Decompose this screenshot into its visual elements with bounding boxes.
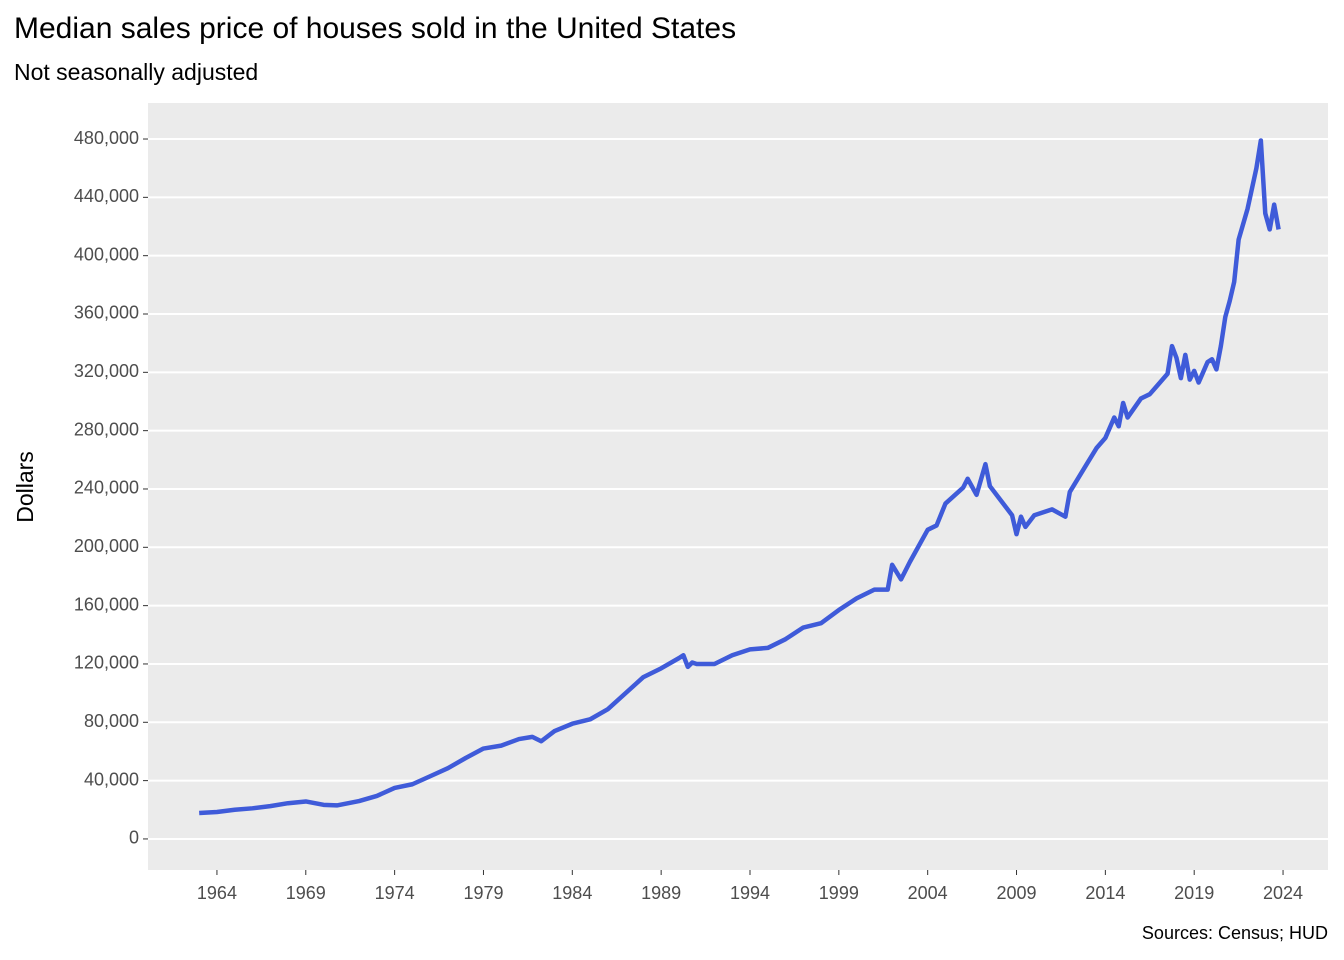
chart-subtitle: Not seasonally adjusted [14,59,258,85]
y-tick-label: 360,000 [74,303,139,323]
y-tick-label: 400,000 [74,244,139,264]
x-tick-label: 1969 [286,883,326,903]
chart-title: Median sales price of houses sold in the… [14,12,736,45]
y-tick-label: 0 [129,828,139,848]
y-tick-label: 200,000 [74,536,139,556]
y-tick-label: 80,000 [84,711,139,731]
plot-panel [148,103,1328,870]
x-tick-label: 1999 [819,883,859,903]
x-tick-label: 1974 [375,883,415,903]
x-tick-label: 1964 [197,883,237,903]
x-tick-label: 2014 [1085,883,1125,903]
x-tick-label: 2019 [1174,883,1214,903]
x-tick-label: 1984 [552,883,592,903]
x-tick-label: 2004 [908,883,948,903]
y-tick-label: 160,000 [74,594,139,614]
y-tick-label: 240,000 [74,478,139,498]
y-tick-label: 440,000 [74,186,139,206]
y-tick-label: 120,000 [74,653,139,673]
series-line [199,138,1281,816]
x-tick-label: 2024 [1263,883,1303,903]
y-tick-label: 480,000 [74,128,139,148]
x-tick-label: 1994 [730,883,770,903]
y-tick-label: 40,000 [84,769,139,789]
x-tick-label: 1979 [463,883,503,903]
caption: Sources: Census; HUD [1142,923,1328,943]
x-tick-label: 1989 [641,883,681,903]
y-tick-label: 280,000 [74,419,139,439]
x-tick-label: 2009 [996,883,1036,903]
y-tick-label: 320,000 [74,361,139,381]
y-axis-title: Dollars [12,451,38,523]
